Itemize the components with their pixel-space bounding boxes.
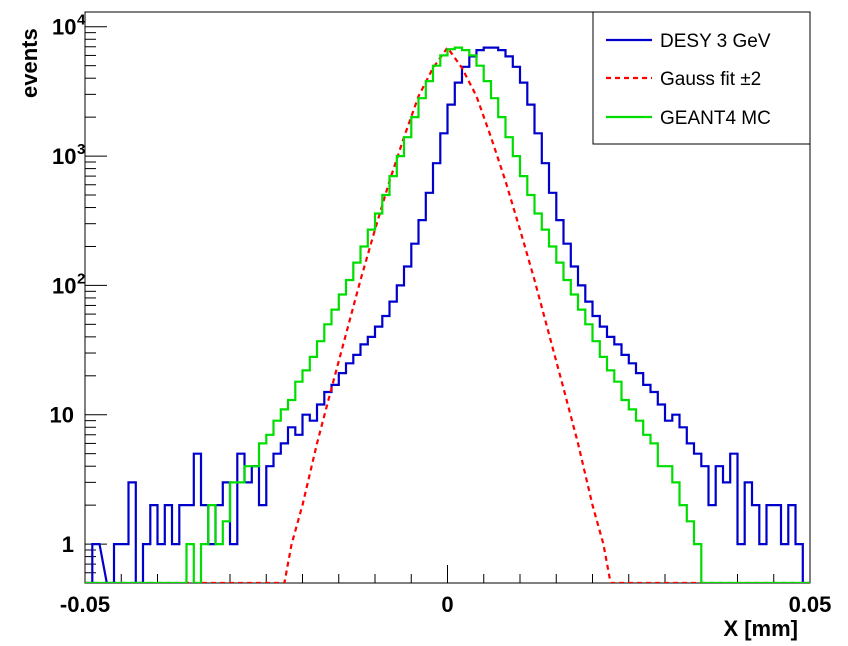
y-axis-title: events bbox=[17, 28, 42, 98]
legend-entry: Gauss fit ±2 bbox=[606, 69, 761, 90]
y-tick-label: 10 4 bbox=[52, 12, 86, 40]
series-line-1 bbox=[85, 46, 810, 583]
series-line-2 bbox=[85, 45, 810, 583]
legend-label: DESY 3 GeV bbox=[660, 31, 771, 52]
legend-label: GEANT4 MC bbox=[660, 108, 771, 129]
legend-label: Gauss fit ±2 bbox=[660, 69, 761, 90]
series-layer bbox=[85, 45, 810, 583]
y-tick-label: 10 3 bbox=[52, 141, 85, 169]
legend-box bbox=[592, 11, 811, 145]
series-line-3 bbox=[85, 46, 810, 583]
y-axis-ticks bbox=[85, 26, 107, 584]
y-tick-base: 10 bbox=[52, 15, 76, 40]
x-tick-label: 0 bbox=[441, 592, 453, 617]
y-tick-exponent: 3 bbox=[77, 141, 85, 158]
x-tick-label: -0.05 bbox=[60, 592, 110, 617]
x-tick-label: 0.05 bbox=[789, 592, 832, 617]
y-tick-label: 10 2 bbox=[52, 270, 85, 298]
legend-entry: GEANT4 MC bbox=[606, 108, 771, 129]
x-tick-labels: -0.05 0 0.05 bbox=[60, 592, 831, 617]
y-tick-exponent: 2 bbox=[77, 270, 85, 287]
x-axis-title: X [mm] bbox=[723, 616, 798, 641]
y-tick-label: 1 bbox=[62, 532, 74, 557]
y-tick-base: 10 bbox=[50, 403, 74, 428]
y-tick-base: 10 bbox=[52, 273, 76, 298]
legend: DESY 3 GeV Gauss fit ±2 GEANT4 MC bbox=[592, 11, 811, 145]
legend-entry: DESY 3 GeV bbox=[606, 31, 771, 52]
y-tick-exponent: 4 bbox=[77, 12, 86, 29]
y-tick-label: 10 bbox=[50, 403, 74, 428]
y-tick-base: 1 bbox=[62, 532, 74, 557]
y-tick-base: 10 bbox=[52, 144, 76, 169]
